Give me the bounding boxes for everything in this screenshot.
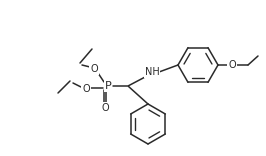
Text: O: O — [90, 64, 98, 74]
Text: O: O — [101, 103, 109, 113]
Text: O: O — [82, 84, 90, 94]
Text: NH: NH — [145, 67, 159, 77]
Text: O: O — [228, 60, 236, 70]
Text: P: P — [105, 81, 111, 91]
